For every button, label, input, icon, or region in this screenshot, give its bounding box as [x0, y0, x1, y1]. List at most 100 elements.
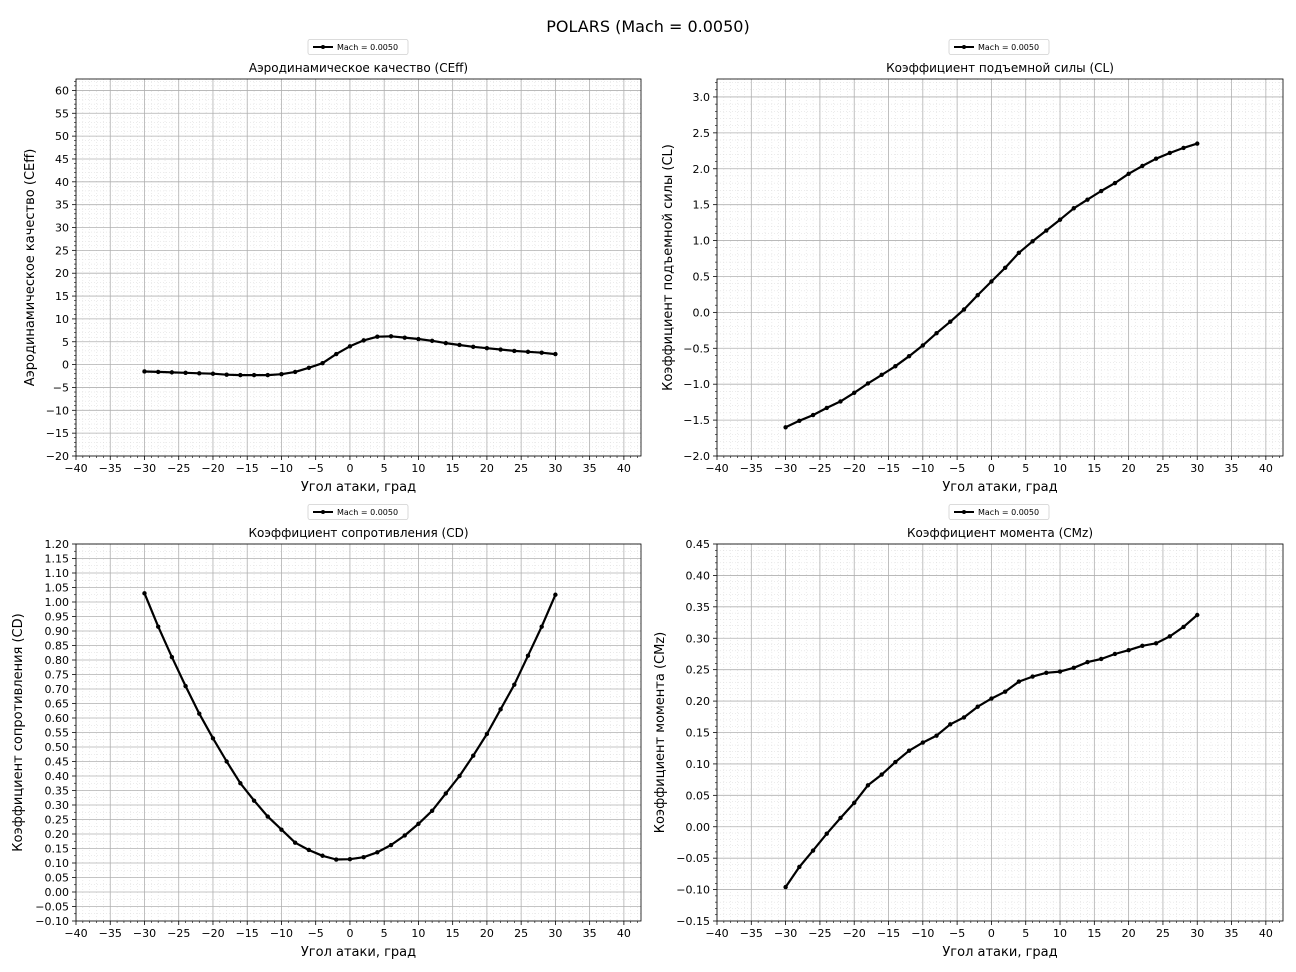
y-tick-label: 10 [55, 313, 69, 326]
x-axis-label: Угол атаки, град [942, 945, 1057, 960]
data-point [852, 800, 857, 806]
y-tick-label: 0.20 [686, 695, 711, 708]
x-tick-label: 5 [381, 927, 388, 940]
data-point [429, 338, 435, 344]
x-tick-label: −10 [270, 927, 293, 940]
data-point [512, 682, 517, 687]
y-tick-label: 1.0 [693, 235, 711, 248]
data-point [1085, 659, 1090, 665]
figure-title: POLARS (Mach = 0.0050) [546, 17, 749, 36]
chart-title: Коэффициент сопротивления (CD) [248, 526, 468, 540]
x-tick-label: −30 [133, 927, 156, 940]
x-tick-label: −5 [949, 927, 965, 940]
x-tick-label: 10 [411, 927, 425, 940]
legend-marker [962, 510, 966, 514]
data-point [1153, 641, 1159, 646]
y-tick-label: −0.05 [676, 852, 710, 865]
data-point [416, 821, 421, 827]
data-point [893, 759, 898, 765]
y-tick-label: 0.15 [45, 843, 70, 856]
data-point [512, 348, 517, 354]
x-tick-label: 0 [988, 462, 995, 475]
y-axis-label: Коэффициент сопротивления (CD) [11, 613, 26, 851]
x-tick-label: 0 [988, 927, 995, 940]
x-tick-label: 5 [1022, 462, 1029, 475]
x-tick-label: −30 [774, 927, 797, 940]
chart-cl: −2.0 −1.5 −1.0 −0.5 0.0 0.5 1.0 1.5 2.0 2.5 3.0 −40… [661, 39, 1284, 495]
data-point [1057, 217, 1063, 222]
y-tick-label: 1.00 [45, 596, 70, 609]
data-point [429, 808, 435, 813]
data-point [197, 371, 202, 376]
data-point [948, 319, 953, 324]
y-tick-label: −0.5 [683, 342, 710, 355]
legend-marker [321, 45, 325, 49]
data-point [989, 279, 994, 284]
x-tick-label: 40 [617, 927, 631, 940]
chart-cmz: −0.15 −0.10 −0.05 0.00 0.05 0.10 0.15 0.20 0.25 0… [653, 504, 1284, 960]
data-point [320, 853, 325, 858]
y-tick-label: 20 [55, 267, 69, 280]
data-point [265, 372, 270, 378]
y-tick-label: 0.85 [45, 640, 70, 653]
data-point [1071, 665, 1076, 670]
y-tick-label: 2.0 [693, 163, 711, 176]
data-point [155, 624, 161, 629]
data-point [183, 370, 188, 376]
data-point [251, 798, 257, 803]
y-axis-label: Коэффициент подъемной силы (CL) [661, 144, 676, 391]
data-point [183, 683, 188, 689]
y-axis-label: Коэффициент момента (CMz) [653, 632, 668, 834]
x-tick-label: −25 [167, 927, 190, 940]
y-tick-label: 0.0 [693, 306, 711, 319]
x-tick-label: 25 [1156, 462, 1170, 475]
y-tick-label: 0.20 [45, 828, 70, 841]
data-point [810, 412, 816, 418]
data-point [975, 704, 980, 709]
x-tick-label: −20 [843, 462, 866, 475]
x-tick-label: 5 [381, 462, 388, 475]
axes-frame [75, 543, 642, 922]
y-tick-label: 0.65 [45, 698, 70, 711]
data-point [457, 342, 462, 348]
data-point [920, 740, 926, 745]
data-point [484, 731, 490, 737]
x-tick-label: 15 [446, 462, 460, 475]
x-tick-label: −30 [133, 462, 156, 475]
data-point [155, 369, 161, 375]
data-point [238, 781, 243, 786]
data-point [169, 370, 175, 375]
x-tick-label: −40 [705, 462, 728, 475]
legend-marker [962, 45, 966, 49]
data-point [1030, 239, 1035, 244]
data-point [539, 624, 544, 629]
y-tick-label: 0.5 [693, 270, 711, 283]
data-point [865, 783, 871, 788]
data-point [797, 418, 802, 424]
x-tick-label: 20 [1122, 462, 1136, 475]
data-point [852, 390, 857, 396]
y-tick-label: −1.5 [683, 414, 710, 427]
y-tick-label: 0.80 [45, 654, 70, 667]
x-axis-label: Угол атаки, град [942, 480, 1057, 495]
data-point [306, 847, 312, 853]
data-point [838, 399, 843, 404]
y-tick-label: 35 [55, 199, 69, 212]
y-tick-label: 1.05 [45, 582, 70, 595]
data-point [1167, 150, 1173, 156]
x-tick-label: 35 [1225, 927, 1239, 940]
data-point [1126, 171, 1131, 176]
y-tick-label: −0.15 [676, 915, 710, 928]
y-tick-label: 60 [55, 84, 69, 97]
legend: Mach = 0.0050 [307, 39, 409, 55]
y-tick-label: 0 [62, 359, 69, 372]
x-tick-label: −25 [167, 462, 190, 475]
data-point [347, 857, 353, 862]
x-tick-label: 40 [1259, 462, 1273, 475]
data-point [1195, 141, 1200, 146]
data-point [948, 722, 953, 727]
data-point [265, 814, 270, 819]
